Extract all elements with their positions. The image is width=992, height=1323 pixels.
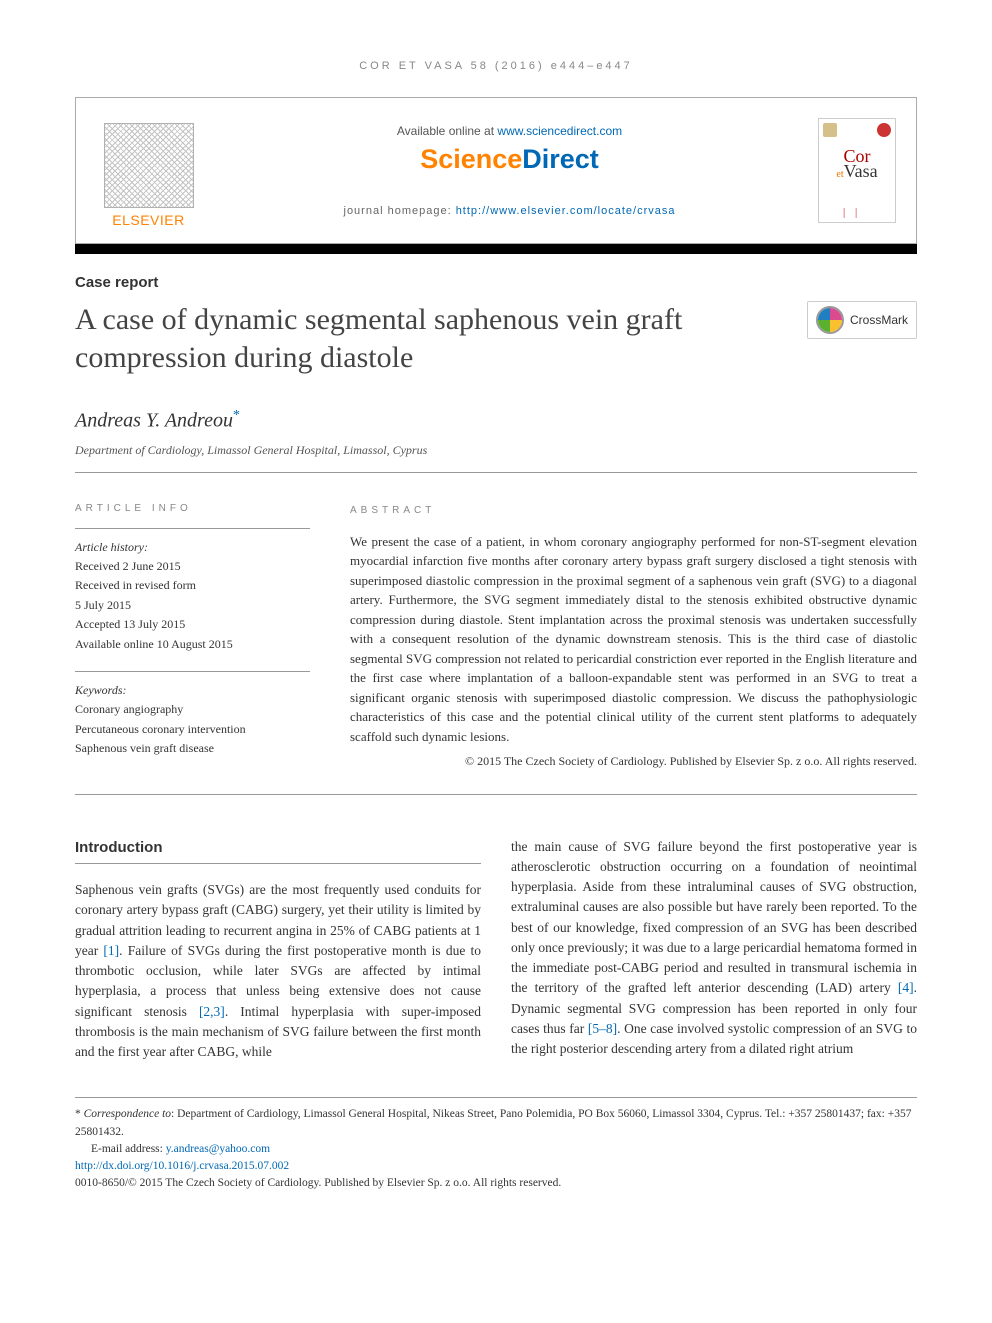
abstract-text: We present the case of a patient, in who…: [350, 532, 917, 747]
cover-et: et: [836, 169, 843, 180]
doi-link[interactable]: http://dx.doi.org/10.1016/j.crvasa.2015.…: [75, 1160, 289, 1172]
footnote-mark: *: [75, 1108, 84, 1120]
keywords-block: Keywords: Coronary angiography Percutane…: [75, 671, 310, 758]
article-info-heading: ARTICLE INFO: [75, 503, 310, 514]
affiliation: Department of Cardiology, Limassol Gener…: [75, 443, 917, 458]
abstract-copyright: © 2015 The Czech Society of Cardiology. …: [350, 752, 917, 770]
intro-text: the main cause of SVG failure beyond the…: [511, 839, 917, 996]
divider: [75, 794, 917, 795]
introduction-heading: Introduction: [75, 837, 481, 865]
online-date: Available online 10 August 2015: [75, 636, 310, 653]
citation-link[interactable]: [5–8]: [588, 1021, 617, 1036]
elsevier-logo: ELSEVIER: [96, 113, 201, 228]
brand-science: Science: [420, 144, 522, 174]
homepage-label: journal homepage:: [344, 205, 456, 217]
author-name: Andreas Y. Andreou: [75, 410, 233, 432]
available-online-line: Available online at www.sciencedirect.co…: [201, 124, 818, 138]
cover-vasa: Vasa: [844, 161, 878, 181]
abstract-heading: ABSTRACT: [350, 503, 917, 518]
homepage-link[interactable]: http://www.elsevier.com/locate/crvasa: [456, 205, 676, 217]
article-history-block: Article history: Received 2 June 2015 Re…: [75, 528, 310, 653]
history-label: Article history:: [75, 539, 310, 556]
revised-line2: 5 July 2015: [75, 597, 310, 614]
correspondence-label: Correspondence to: [84, 1108, 171, 1120]
header-black-bar: [75, 244, 917, 254]
issn-copyright: 0010-8650/© 2015 The Czech Society of Ca…: [75, 1175, 917, 1192]
footnotes: * Correspondence to: Department of Cardi…: [75, 1097, 917, 1192]
cover-ecg-icon: [823, 208, 891, 218]
available-prefix: Available online at: [397, 124, 498, 138]
journal-cover-thumbnail: Cor etVasa: [818, 118, 896, 223]
abstract-column: ABSTRACT We present the case of a patien…: [350, 503, 917, 776]
elsevier-tree-icon: [104, 123, 194, 208]
divider: [75, 472, 917, 473]
crossmark-label: CrossMark: [850, 313, 908, 327]
journal-homepage-line: journal homepage: http://www.elsevier.co…: [201, 205, 818, 217]
article-type: Case report: [75, 274, 917, 291]
article-title: A case of dynamic segmental saphenous ve…: [75, 301, 807, 376]
keyword: Percutaneous coronary intervention: [75, 721, 310, 738]
correspondence-mark: *: [233, 408, 240, 423]
sciencedirect-url[interactable]: www.sciencedirect.com: [497, 124, 622, 138]
citation-link[interactable]: [4]: [898, 980, 914, 995]
author-line: Andreas Y. Andreou*: [75, 408, 917, 433]
article-info-column: ARTICLE INFO Article history: Received 2…: [75, 503, 310, 776]
intro-paragraph: the main cause of SVG failure beyond the…: [511, 837, 917, 1060]
correspondence-text: : Department of Cardiology, Limassol Gen…: [75, 1108, 911, 1137]
citation-link[interactable]: [1]: [103, 943, 119, 958]
running-head: COR ET VASA 58 (2016) e444–e447: [75, 60, 917, 72]
body-columns: Introduction Saphenous vein grafts (SVGs…: [75, 837, 917, 1063]
journal-header: ELSEVIER Available online at www.science…: [75, 97, 917, 244]
crossmark-icon: [816, 306, 844, 334]
keyword: Coronary angiography: [75, 701, 310, 718]
keyword: Saphenous vein graft disease: [75, 740, 310, 757]
email-label: E-mail address:: [91, 1143, 166, 1155]
accepted-date: Accepted 13 July 2015: [75, 616, 310, 633]
sciencedirect-logo: ScienceDirect: [201, 144, 818, 175]
citation-link[interactable]: [2,3]: [199, 1004, 225, 1019]
cover-badge-icon: [823, 123, 837, 137]
crossmark-badge[interactable]: CrossMark: [807, 301, 917, 339]
received-date: Received 2 June 2015: [75, 558, 310, 575]
email-link[interactable]: y.andreas@yahoo.com: [166, 1143, 270, 1155]
brand-direct: Direct: [522, 144, 599, 174]
revised-line1: Received in revised form: [75, 577, 310, 594]
email-footnote: E-mail address: y.andreas@yahoo.com: [91, 1141, 917, 1158]
elsevier-wordmark: ELSEVIER: [112, 212, 184, 228]
intro-paragraph: Saphenous vein grafts (SVGs) are the mos…: [75, 880, 481, 1062]
correspondence-footnote: * Correspondence to: Department of Cardi…: [75, 1106, 917, 1141]
cover-seal-icon: [877, 123, 891, 137]
keywords-label: Keywords:: [75, 682, 310, 699]
